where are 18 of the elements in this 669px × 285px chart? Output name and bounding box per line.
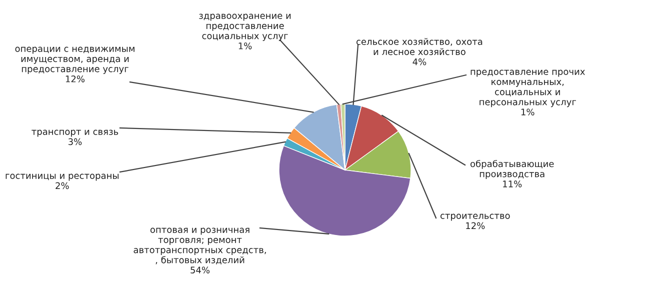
slice-label: здравоохранение и предоставление социальных услуг <box>199 14 291 41</box>
data-label: 4% <box>412 58 426 66</box>
data-label: 11% <box>503 180 522 188</box>
data-label: 3% <box>68 138 82 146</box>
slice-label: предоставление прочих коммунальных, социальных и персональных услуг <box>470 70 585 108</box>
slice-label: гостиницы и рестораны <box>6 174 119 181</box>
slice-label: сельское хозяйство, охота и лесное хозяйство <box>356 38 482 56</box>
slice-label: операции с недвижимым имуществом, аренда и предоставление услуг <box>15 46 134 74</box>
slice-label: транспорт и связь <box>32 130 118 137</box>
slice-label: обрабатывающие производства <box>470 160 554 179</box>
data-label: 54% <box>190 266 210 274</box>
data-label: 12% <box>466 222 485 230</box>
data-label: 1% <box>521 108 534 116</box>
data-label: 12% <box>66 75 85 82</box>
data-label: 2% <box>56 182 69 190</box>
slice-label: строительство <box>440 214 510 221</box>
slice-label: оптовая и розничная торговля; ремонт автотранспортных средств, , бытовых изделий <box>134 228 266 264</box>
data-label: 1% <box>238 42 252 50</box>
